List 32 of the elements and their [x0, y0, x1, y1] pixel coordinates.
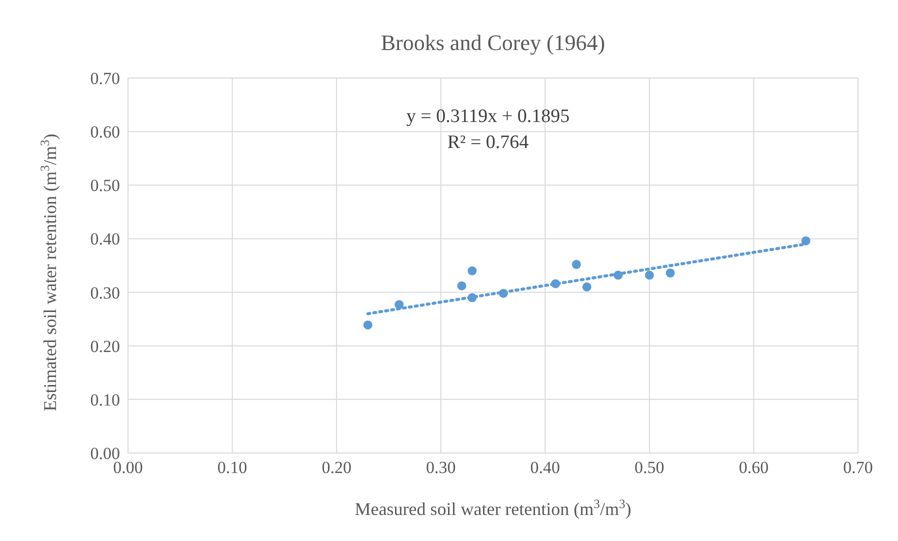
- point: [498, 288, 508, 298]
- x-axis-title: Measured soil water retention (m$^{3}$/m$^{3}$): [354, 497, 632, 519]
- point: [801, 236, 810, 246]
- y-tick-label: 0.20: [90, 336, 120, 356]
- point: [468, 266, 477, 276]
- annotation: R² = 0.764: [446, 132, 530, 154]
- point: [572, 260, 581, 269]
- point: [614, 270, 623, 280]
- y-tick-label: 0.50: [90, 176, 120, 196]
- point: [468, 293, 477, 302]
- x-tick-label: 0.50: [634, 458, 664, 478]
- point: [582, 282, 592, 292]
- y-tick-label: 0.30: [90, 283, 120, 302]
- y-tick-label: 0.70: [90, 69, 120, 88]
- x-tick-label: 0.20: [322, 458, 352, 478]
- chart-title: Brooks and Corey (1964): [380, 30, 606, 56]
- y-tick-label: 0.60: [90, 122, 120, 142]
- x-tick-label: 0.40: [530, 458, 560, 478]
- x-tick-label: 0.30: [426, 458, 456, 478]
- x-tick-label: 0.00: [113, 458, 143, 478]
- x-tick-label: 0.60: [738, 458, 769, 478]
- point: [666, 268, 675, 278]
- point: [551, 279, 560, 288]
- x-tick-label: 0.10: [217, 458, 248, 478]
- annotation: y = 0.3119x + 0.1895: [405, 106, 571, 128]
- point: [394, 300, 404, 310]
- point: [457, 281, 466, 290]
- x-tick-label: 0.70: [843, 458, 873, 478]
- point: [644, 270, 654, 280]
- y-tick-label: 0.40: [90, 230, 120, 249]
- y-tick-label: 0.10: [90, 390, 120, 410]
- point: [363, 320, 372, 330]
